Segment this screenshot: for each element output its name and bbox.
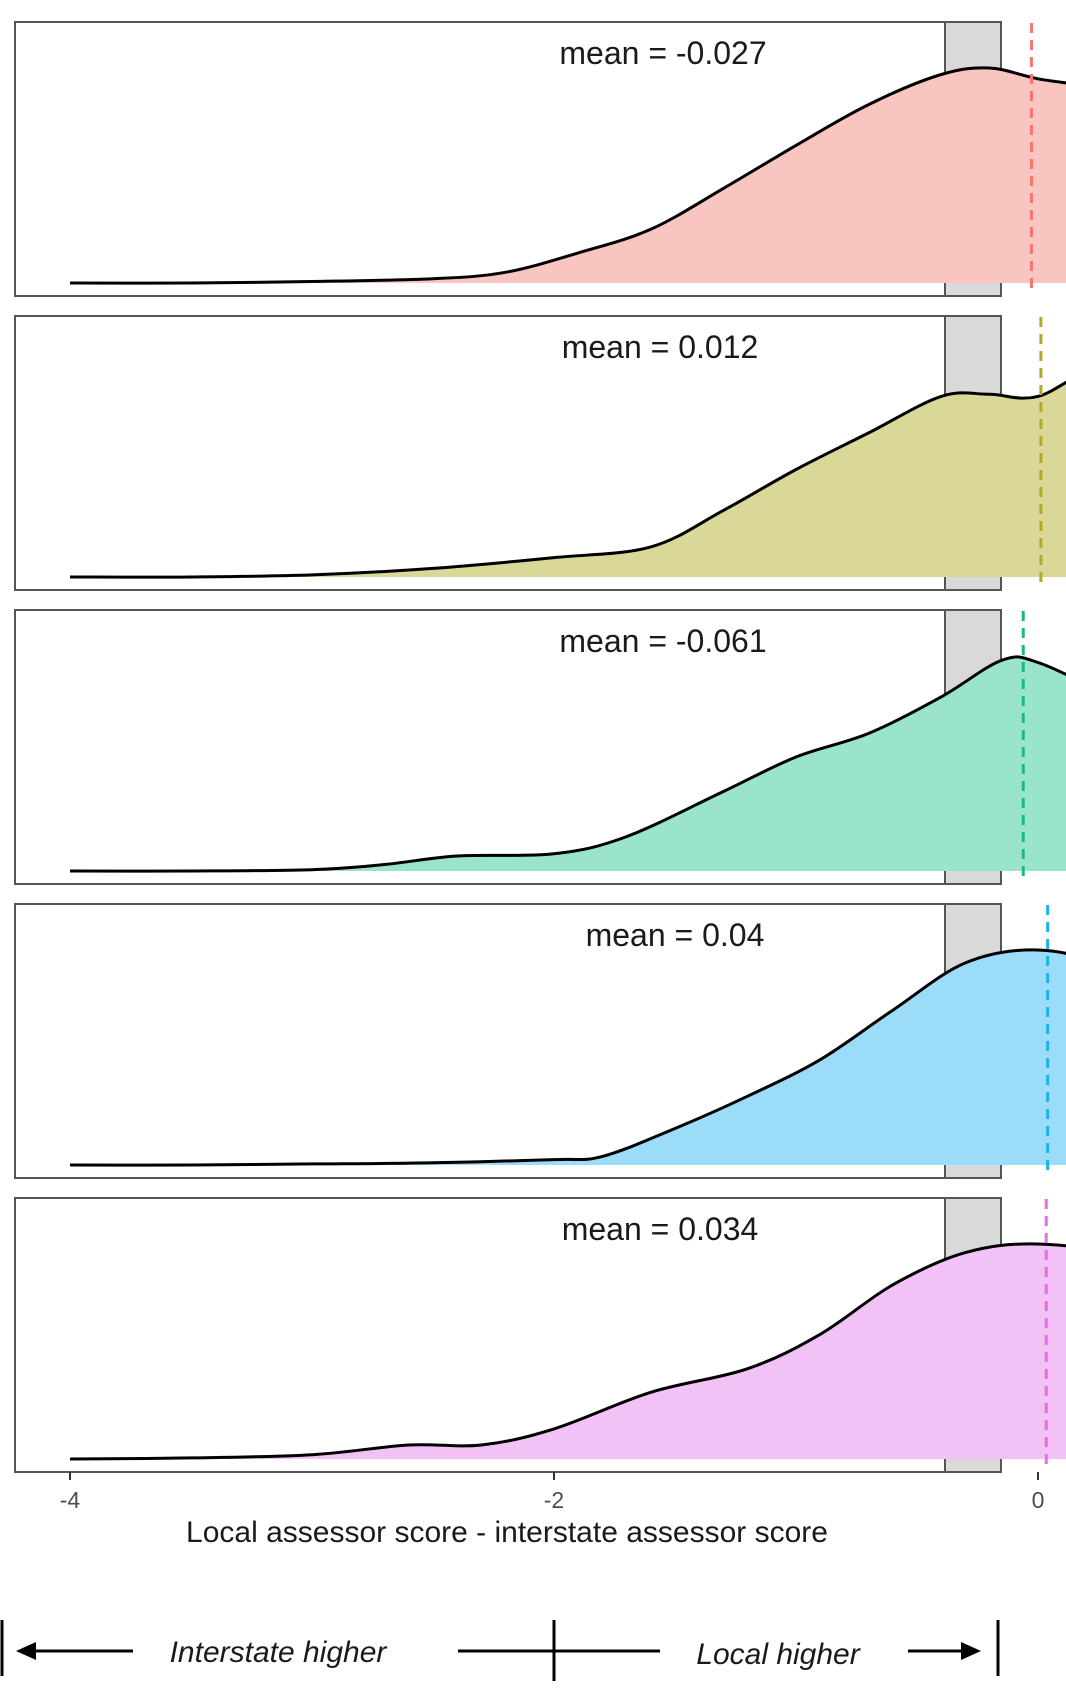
panel-nsw: NSWmean = -0.027 xyxy=(14,21,1066,297)
facet-panels: NSWmean = -0.027QLDmean = 0.012SAmean = … xyxy=(14,21,1066,1473)
mean-label-nsw: mean = -0.027 xyxy=(559,35,766,71)
interstate-higher-label: Interstate higher xyxy=(170,1636,388,1669)
density-curve-wa xyxy=(69,1242,1066,1461)
mean-label-wa: mean = 0.034 xyxy=(562,1211,759,1247)
density-curve-qld xyxy=(69,380,1066,579)
mean-label-qld: mean = 0.012 xyxy=(562,329,759,365)
density-curve-vic xyxy=(69,948,1066,1167)
local-higher-label: Local higher xyxy=(696,1638,860,1671)
direction-indicator: Interstate higher Local higher xyxy=(0,1620,1000,1681)
density-curve-nsw xyxy=(69,66,1066,285)
panel-sa: SAmean = -0.061 xyxy=(14,609,1066,885)
density-area-qld xyxy=(70,382,1066,578)
density-area-vic xyxy=(70,949,1066,1166)
left-arrow-head xyxy=(16,1642,36,1660)
mean-label-vic: mean = 0.04 xyxy=(586,917,765,953)
density-area-nsw xyxy=(70,67,1066,284)
density-area-wa xyxy=(70,1243,1066,1459)
panel-qld: QLDmean = 0.012 xyxy=(14,315,1066,591)
mean-label-sa: mean = -0.061 xyxy=(559,623,766,659)
panel-wa: WAmean = 0.034 xyxy=(14,1197,1066,1473)
x-tick-label: -4 xyxy=(60,1487,81,1513)
density-curve-sa xyxy=(69,655,1066,873)
panel-vic: VICmean = 0.04 xyxy=(14,903,1066,1179)
x-axis: -4-202 xyxy=(60,1472,1045,1513)
x-tick-label: 0 xyxy=(1032,1487,1045,1513)
right-arrow-head xyxy=(961,1642,981,1660)
x-axis-title: Local assessor score - interstate assess… xyxy=(186,1516,828,1549)
x-tick-label: -2 xyxy=(544,1487,564,1513)
density-area-sa xyxy=(70,656,1066,872)
